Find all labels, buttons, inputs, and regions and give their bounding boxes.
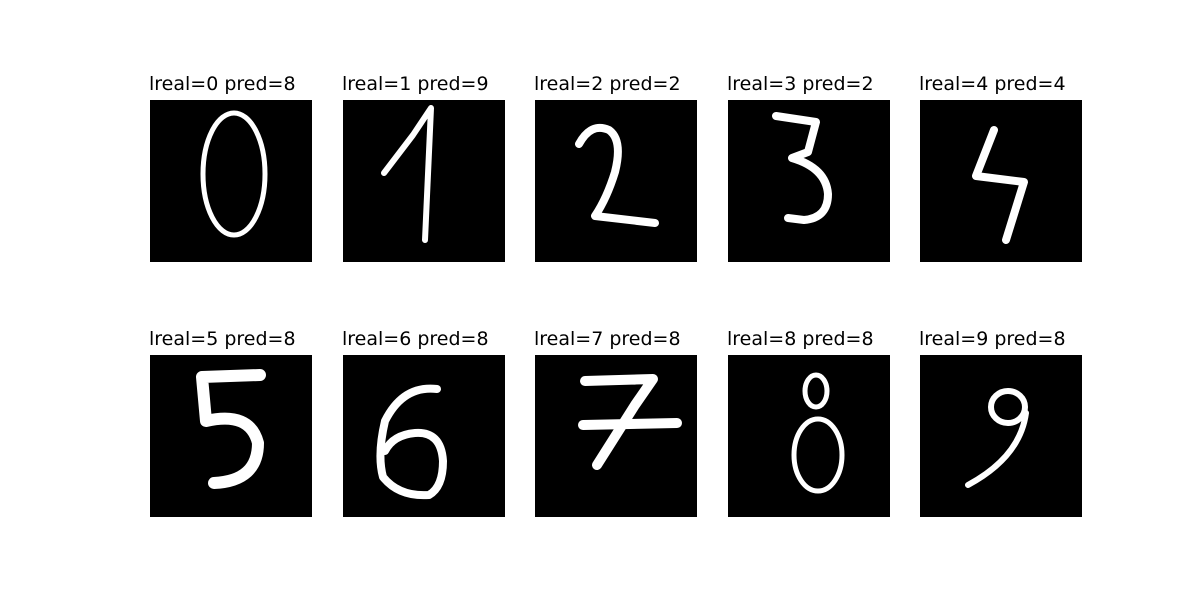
digit-image-7 bbox=[535, 355, 697, 517]
panel-title: lreal=8 pred=8 bbox=[727, 328, 874, 350]
digit-image-9 bbox=[920, 355, 1082, 517]
digit-image-3 bbox=[728, 100, 890, 262]
panel-title: lreal=7 pred=8 bbox=[534, 328, 681, 350]
digit-image-5 bbox=[150, 355, 312, 517]
digit-image-0 bbox=[150, 100, 312, 262]
digit-image-2 bbox=[535, 100, 697, 262]
digit-image-4 bbox=[920, 100, 1082, 262]
digit-image-1 bbox=[343, 100, 505, 262]
digit-image-8 bbox=[728, 355, 890, 517]
panel-title: lreal=4 pred=4 bbox=[919, 73, 1066, 95]
panel-title: lreal=2 pred=2 bbox=[534, 73, 681, 95]
digit-image-6 bbox=[343, 355, 505, 517]
panel-title: lreal=9 pred=8 bbox=[919, 328, 1066, 350]
panel-title: lreal=5 pred=8 bbox=[149, 328, 296, 350]
panel-title: lreal=1 pred=9 bbox=[342, 73, 489, 95]
panel-title: lreal=6 pred=8 bbox=[342, 328, 489, 350]
panel-title: lreal=0 pred=8 bbox=[149, 73, 296, 95]
panel-title: lreal=3 pred=2 bbox=[727, 73, 874, 95]
